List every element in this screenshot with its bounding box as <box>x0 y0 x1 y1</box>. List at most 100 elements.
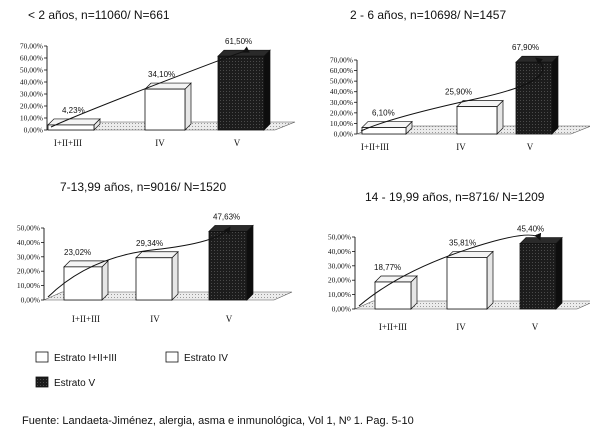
chart-title: 7-13,99 años, n=9016/ N=1520 <box>60 180 226 194</box>
bar-i-ii-iii <box>47 118 101 131</box>
category-label: I+II+III <box>54 138 82 148</box>
y-tick-label: 40,00% <box>330 87 353 96</box>
legend-swatch <box>165 351 179 363</box>
value-label: 35,81% <box>449 238 476 247</box>
y-tick-label: 10,00% <box>328 290 351 299</box>
y-tick-label: 10,00% <box>17 281 40 290</box>
bar-front-face <box>519 243 557 310</box>
bar-side-face <box>486 250 494 310</box>
legend-swatch <box>35 376 49 388</box>
bar-side-face <box>184 82 192 131</box>
bar-front-face <box>217 55 265 131</box>
category-label: I+II+III <box>361 142 389 152</box>
chart-title: < 2 años, n=11060/ N=661 <box>28 8 170 22</box>
category-label: IV <box>456 322 466 332</box>
category-label: V <box>226 314 233 324</box>
y-tick-label: 30,00% <box>328 261 351 270</box>
y-tick-label: 30,00% <box>330 98 353 107</box>
bar-front-face <box>208 231 248 301</box>
category-label: I+II+III <box>379 322 407 332</box>
category-label: V <box>234 138 241 148</box>
value-label: 45,40% <box>517 225 544 234</box>
bar-iv <box>456 99 504 135</box>
bar-top-face <box>135 251 179 259</box>
y-tick-label: 20,00% <box>330 108 353 117</box>
legend-label: Estrato IV <box>184 353 228 364</box>
chart-title: 14 - 19,99 años, n=8716/ N=1209 <box>365 190 545 204</box>
legend: Estrato I+II+III Estrato IV Estrato V <box>35 351 228 389</box>
bar-iv <box>135 250 179 301</box>
bar-front-face <box>456 106 498 135</box>
bar-iv <box>144 82 192 131</box>
y-tick-label: 40,00% <box>17 238 40 247</box>
y-tick-label: 70,00% <box>20 42 43 51</box>
y-tick-label: 30,00% <box>20 90 43 99</box>
value-label: 18,77% <box>374 263 401 272</box>
category-label: IV <box>155 138 165 148</box>
source-caption: Fuente: Landaeta-Jiménez, alergia, asma … <box>22 415 414 427</box>
legend-item-estrato-iv: Estrato IV <box>165 351 228 364</box>
y-tick-label: 50,00% <box>330 77 353 86</box>
trend-arrow <box>50 46 250 128</box>
y-tick-label: 50,00% <box>328 233 351 242</box>
value-label: 6,10% <box>372 109 395 118</box>
y-tick-label: 50,00% <box>20 66 43 75</box>
bar-side-face <box>555 236 563 310</box>
bar-v <box>515 55 559 135</box>
y-tick-label: 0,00% <box>21 296 40 305</box>
value-label: 34,10% <box>148 70 175 79</box>
legend-item-estrato-v: Estrato V <box>35 376 95 389</box>
trend-arrow <box>47 226 231 298</box>
legend-label: Estrato I+II+III <box>54 353 117 364</box>
y-tick-label: 0,00% <box>24 126 43 135</box>
chart-title: 2 - 6 años, n=10698/ N=1457 <box>350 8 506 22</box>
legend-swatch <box>35 351 49 363</box>
chart-7-13-years: 7-13,99 años, n=9016/ N=1520 0,00% 10,00%… <box>17 180 293 324</box>
chart-under-2-years: < 2 años, n=11060/ N=661 0,00% 10,00% 20,0… <box>20 8 296 148</box>
bar-side-face <box>246 224 254 301</box>
y-tick-label: 10,00% <box>20 114 43 123</box>
bar-i-ii-iii <box>63 260 109 301</box>
trend-arrow <box>358 232 542 307</box>
y-tick-label: 40,00% <box>20 78 43 87</box>
bar-side-face <box>101 260 109 301</box>
bar-front-face <box>446 257 488 310</box>
bar-front-face <box>135 257 173 301</box>
bar-front-face <box>144 88 186 131</box>
legend-label: Estrato V <box>54 378 95 389</box>
category-label: V <box>527 142 534 152</box>
y-tick-label: 60,00% <box>330 66 353 75</box>
category-label: IV <box>456 142 466 152</box>
bar-top-face <box>374 275 418 283</box>
bar-front-face <box>63 266 103 301</box>
y-tick-label: 10,00% <box>330 119 353 128</box>
value-label: 25,90% <box>445 88 472 97</box>
value-label: 47,63% <box>213 212 240 221</box>
bar-v <box>217 49 271 131</box>
y-tick-label: 20,00% <box>328 276 351 285</box>
bar-top-face <box>361 121 413 128</box>
y-tick-label: 30,00% <box>17 252 40 261</box>
category-label: V <box>532 322 539 332</box>
y-tick-label: 0,00% <box>334 130 353 139</box>
bar-v <box>519 236 563 310</box>
bar-i-ii-iii <box>374 275 418 310</box>
y-tick-label: 20,00% <box>17 267 40 276</box>
y-tick-label: 50,00% <box>17 224 40 233</box>
bar-iv <box>446 250 494 310</box>
legend-item-estrato-i-ii-iii: Estrato I+II+III <box>35 351 117 364</box>
bar-side-face <box>171 250 179 301</box>
value-label: 67,90% <box>512 43 539 52</box>
trend-arrow <box>360 57 544 132</box>
bar-side-face <box>551 55 559 135</box>
bar-top-face <box>63 260 109 268</box>
category-label: IV <box>150 314 160 324</box>
bar-top-face <box>47 118 101 126</box>
y-tick-label: 0,00% <box>332 305 351 314</box>
chart-2-6-years: 2 - 6 años, n=10698/ N=1457 0,00% 10,00% 2… <box>330 8 590 152</box>
value-label: 4,23% <box>62 106 85 115</box>
y-tick-label: 40,00% <box>328 247 351 256</box>
bar-front-face <box>374 281 412 310</box>
y-tick-label: 20,00% <box>20 102 43 111</box>
